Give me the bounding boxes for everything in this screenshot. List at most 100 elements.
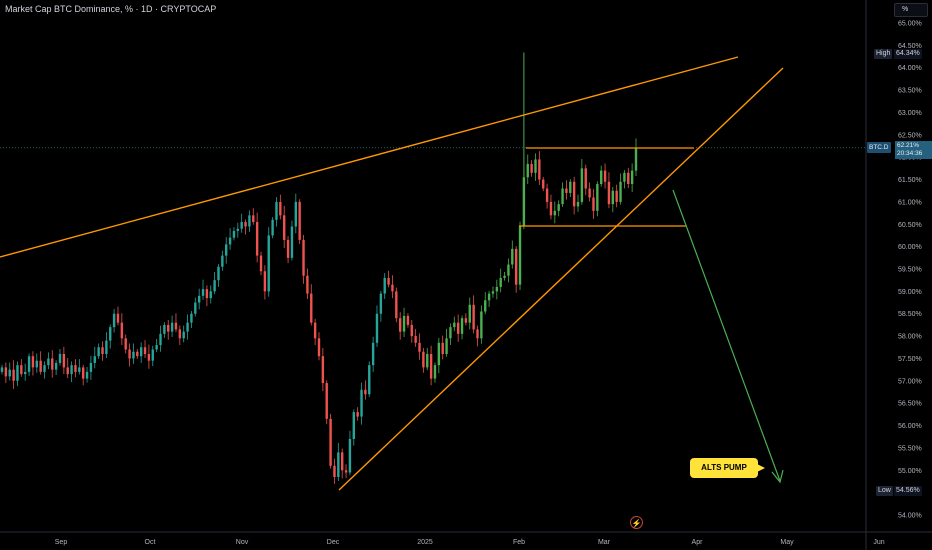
candle-body [557,204,560,211]
candle-body [155,345,158,350]
candle-body [464,318,468,323]
candle-body [565,188,568,193]
candle-body [371,342,375,366]
candle-body [360,389,363,417]
lower-trendline[interactable] [338,67,784,491]
x-tick-label: Mar [598,539,611,546]
y-tick-label: 55.50% [898,445,922,452]
y-tick-label: 60.00% [898,244,922,251]
projection-arrow[interactable] [672,189,781,482]
candle-body [503,275,506,278]
candle-body [348,438,352,473]
symbol-price-tag: BTC.D 62.21% 20:34:36 [867,141,932,160]
candle-body [561,188,564,205]
candle-body [619,181,622,202]
candle-body [480,311,483,339]
y-tick-label: 65.00% [898,21,922,28]
candle-body [232,230,236,238]
candle-body [259,255,263,272]
candle-body [576,201,580,207]
candle-body [364,389,367,395]
candle-body [352,412,355,439]
price-axis[interactable]: 65.00%64.50%64.00%63.50%63.00%62.50%62.0… [898,21,922,520]
candle-body [592,197,595,211]
candle-body [518,226,522,285]
arrow-head-icon [771,469,784,484]
candle-body [120,322,124,339]
candle-body [406,315,410,325]
x-tick-label: Dec [327,539,340,546]
drawings[interactable] [0,56,784,491]
candle-body [306,275,309,294]
candle-body [240,222,243,229]
candle-body [398,318,402,332]
y-tick-label: 61.50% [898,177,922,184]
candle-body [325,383,328,419]
candle-body [437,342,441,366]
candle-body [116,313,120,323]
candle-body [495,286,499,292]
candle-body [89,362,93,372]
y-tick-label: 56.00% [898,423,922,430]
candle-body [132,351,135,359]
candle-body [263,271,267,292]
y-tick-label: 61.00% [898,199,922,206]
high-value: 64.34% [894,49,922,59]
candle-body [600,170,603,185]
y-tick-label: 63.50% [898,88,922,95]
candle-body [228,237,232,245]
candle-body [317,338,321,357]
y-tick-label: 57.50% [898,356,922,363]
candle-body [201,289,205,296]
y-tick-label: 58.00% [898,334,922,341]
candle-body [275,201,278,220]
candle-body [252,215,255,223]
candle-body [603,170,607,182]
candle-body [472,304,475,330]
alts-pump-callout[interactable]: ALTS PUMP [690,458,765,478]
candle-body [538,159,541,180]
candle-body [66,367,69,375]
candle-body [81,367,85,379]
candle-body [391,284,394,292]
candle-body [112,313,116,328]
candle-body [572,181,576,207]
candle-body [20,365,23,375]
y-tick-label: 57.00% [898,378,922,385]
candle-body [174,322,178,330]
candle-body [51,358,54,370]
candle-body [484,300,487,312]
candle-body [623,172,626,182]
candle-body [333,465,336,477]
candle-body [101,347,104,354]
candle-body [627,172,630,185]
y-tick-label: 60.50% [898,222,922,229]
candles [0,52,638,484]
candle-body [487,293,491,301]
candle-body [147,353,151,361]
y-tick-label: 54.00% [898,513,922,520]
candle-body [530,163,533,173]
flash-icon[interactable]: ⚡ [630,516,643,529]
candle-body [197,295,201,303]
candle-body [395,291,398,319]
candle-body [286,239,290,258]
time-axis[interactable]: Sep Oct Nov Dec 2025 Feb Mar Apr May Jun [55,539,885,546]
candle-body [159,333,162,346]
candle-body [422,351,425,368]
low-value: 54.56% [894,486,922,496]
candle-body [27,356,31,372]
candle-body [186,322,189,332]
upper-trendline[interactable] [0,56,739,258]
candle-body [611,190,615,205]
candle-body [170,322,174,332]
candle-body [124,338,127,350]
candle-body [499,277,502,287]
y-tick-label: 64.50% [898,43,922,50]
x-tick-label: Sep [55,539,68,546]
candle-body [143,347,147,354]
candle-body [607,181,611,205]
candle-body [302,239,305,276]
percent-scale-button[interactable]: % [894,3,928,17]
